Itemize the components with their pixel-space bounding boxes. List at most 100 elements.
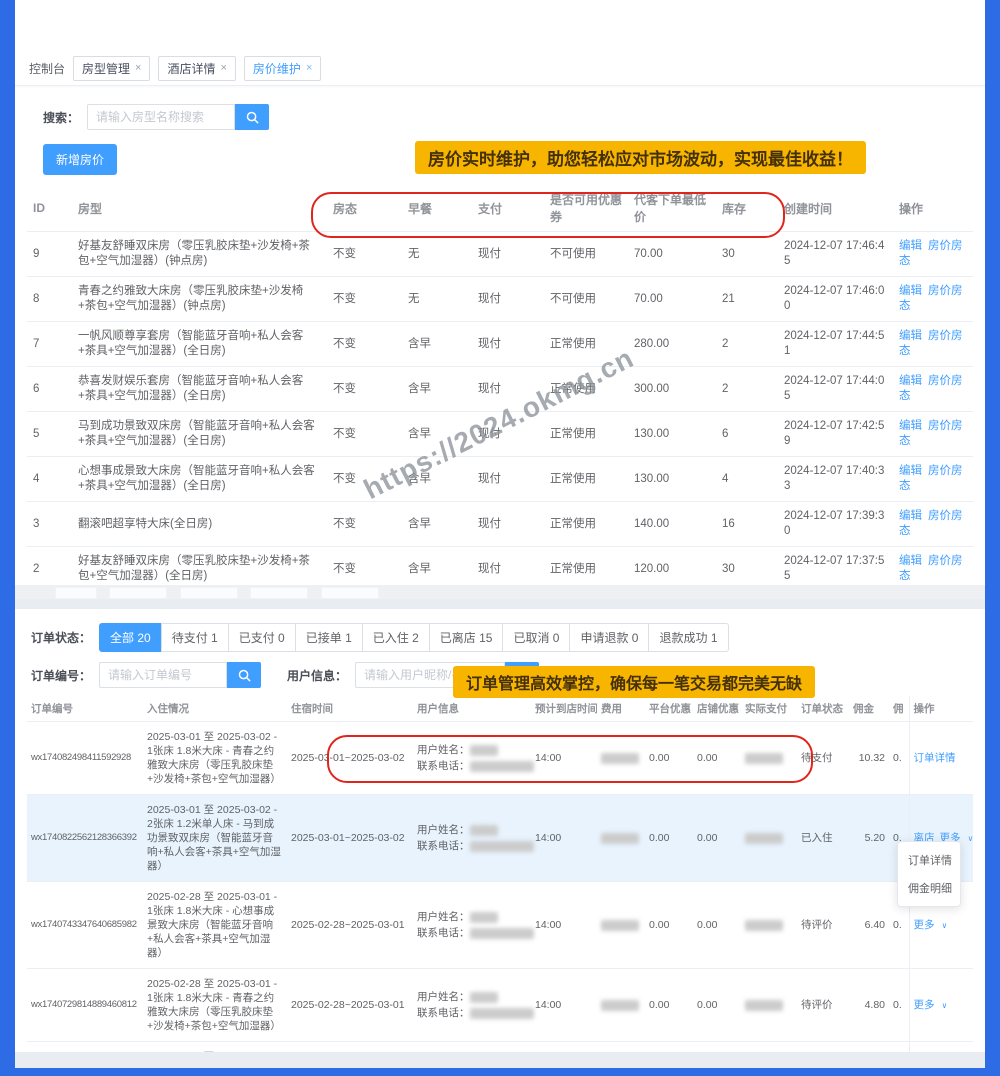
user-info-cell: 用户姓名： 联系电话：: [413, 721, 534, 795]
price-status-link[interactable]: 房价房态: [899, 420, 963, 447]
order-status-tab[interactable]: 已支付 0: [227, 623, 296, 652]
col-breakfast: 早餐: [402, 185, 472, 232]
stock-value: 30: [716, 546, 778, 585]
shop-discount: 0.00: [693, 881, 741, 969]
price-status-link[interactable]: 房价房态: [899, 555, 963, 582]
col-min-price: 代客下单最低价: [628, 185, 716, 232]
redacted-user-name: [469, 824, 498, 836]
order-status-tab[interactable]: 全部 20: [99, 623, 162, 652]
table-row: wx1740729814889460812 2025-02-28 至 2025-…: [27, 968, 973, 1042]
price-status-link[interactable]: 房价房态: [899, 330, 963, 357]
col-stay-info: 入住情况: [143, 696, 287, 722]
order-action-link[interactable]: 更多: [913, 998, 935, 1011]
edit-link[interactable]: 编辑: [899, 510, 922, 522]
price-status-link[interactable]: 房价房态: [899, 510, 963, 537]
breakfast-value: 含早: [402, 366, 472, 412]
room-id: 3: [27, 501, 72, 547]
order-status-tab[interactable]: 退款成功 1: [648, 623, 729, 652]
col-platform-discount: 平台优惠: [645, 696, 693, 722]
panel-divider: [15, 599, 985, 609]
order-no-input[interactable]: [99, 662, 228, 688]
redacted-user-phone: [469, 927, 534, 939]
table-row: wx1740743347640685982 2025-02-28 至 2025-…: [27, 881, 973, 969]
commission-truncated-value: 0.: [889, 1041, 909, 1052]
breakfast-value: 含早: [402, 456, 472, 502]
stock-value: 30: [716, 231, 778, 277]
room-id: 5: [27, 411, 72, 457]
stay-info: 2025-03-01 至 2025-03-02 - 1张床 1.8米大床 - 青…: [143, 721, 287, 795]
order-status-tab[interactable]: 申请退款 0: [569, 623, 650, 652]
order-status: 待评价: [797, 968, 849, 1042]
room-status: 不变: [327, 231, 402, 277]
close-icon[interactable]: ×: [220, 62, 227, 74]
price-status-link[interactable]: 房价房态: [899, 240, 963, 267]
edit-link[interactable]: 编辑: [899, 375, 922, 387]
chevron-down-icon[interactable]: ∨: [941, 1000, 948, 1010]
chevron-down-icon[interactable]: ∨: [967, 833, 974, 843]
breakfast-value: 含早: [402, 501, 472, 547]
min-price: 280.00: [628, 321, 716, 367]
order-action-link[interactable]: 更多: [913, 918, 935, 931]
order-status: 已入住: [797, 1041, 849, 1052]
close-icon[interactable]: ×: [305, 62, 313, 74]
order-status-tab[interactable]: 待支付 1: [160, 623, 229, 652]
order-status-tab[interactable]: 已取消 0: [502, 623, 571, 652]
edit-link[interactable]: 编辑: [899, 555, 922, 567]
price-status-link[interactable]: 房价房态: [899, 285, 963, 312]
close-icon[interactable]: ×: [135, 62, 142, 74]
price-status-link[interactable]: 房价房态: [899, 375, 963, 402]
add-room-price-button[interactable]: 新增房价: [43, 144, 118, 175]
order-table: 订单编号 入住情况 住宿时间 用户信息 预计到店时间 费用 平台优惠 店铺优惠 …: [27, 696, 973, 1052]
stay-info: 2025-03-01 至 2025-03-02 - 2张床 1.2米单人床 - …: [143, 794, 287, 882]
tab-console[interactable]: 控制台: [29, 62, 66, 76]
order-action-link[interactable]: 更多: [939, 831, 961, 844]
coupon-usability: 正常使用: [544, 456, 628, 502]
edit-link[interactable]: 编辑: [899, 465, 922, 477]
chevron-down-icon[interactable]: ∨: [941, 920, 948, 930]
redacted-fee: [601, 919, 639, 931]
tab-hotel-details[interactable]: 酒店详情 ×: [158, 56, 236, 81]
redacted-fee: [601, 999, 639, 1011]
order-no-search-button[interactable]: [227, 662, 262, 688]
order-number: wx1740743347640685982: [27, 881, 143, 969]
order-status-tab[interactable]: 已入住 2: [361, 623, 430, 652]
room-type-name: 心想事成景致大床房（智能蓝牙音响+私人会客+茶具+空气加湿器）(全日房): [72, 456, 327, 502]
tab-room-type-management[interactable]: 房型管理 ×: [73, 56, 151, 81]
edit-link[interactable]: 编辑: [899, 240, 922, 252]
order-status-tab[interactable]: 已接单 1: [294, 623, 363, 652]
order-action-link[interactable]: 离店: [913, 831, 935, 844]
room-id: 8: [27, 276, 72, 322]
room-type-name: 好基友舒睡双床房（零压乳胶床垫+沙发椅+茶包+空气加湿器）(全日房): [72, 546, 327, 585]
room-search-button[interactable]: [235, 104, 270, 130]
search-icon: [246, 111, 259, 124]
table-row: 4 心想事成景致大床房（智能蓝牙音响+私人会客+茶具+空气加湿器）(全日房) 不…: [27, 456, 973, 502]
created-time: 2024-12-07 17:37:55: [778, 546, 893, 585]
commission-value: 6.40: [849, 881, 889, 969]
stock-value: 16: [716, 501, 778, 547]
room-status: 不变: [327, 321, 402, 367]
redacted-user-phone: [469, 1007, 534, 1019]
arrival-time: 14:00: [531, 968, 597, 1042]
tag-tab-bar: 控制台 房型管理 × 酒店详情 × 房价维护 ×: [15, 52, 985, 86]
order-status-tab[interactable]: 已离店 15: [428, 623, 504, 652]
created-time: 2024-12-07 17:39:30: [778, 501, 893, 547]
order-action-link[interactable]: 订单详情: [913, 752, 956, 764]
redacted-user-name: [469, 744, 498, 756]
user-info-label: 用户信息：: [287, 668, 348, 683]
room-search-input[interactable]: [87, 104, 236, 130]
tab-label: 酒店详情: [167, 62, 216, 76]
room-status: 不变: [327, 366, 402, 412]
col-stay-period: 住宿时间: [287, 696, 413, 722]
more-actions-dropdown: 订单详情 佣金明细: [897, 841, 961, 907]
tab-room-price-maintenance[interactable]: 房价维护 ×: [243, 56, 322, 81]
arrival-time: 14:00: [531, 881, 597, 969]
menu-item-commission-details[interactable]: 佣金明细: [908, 883, 952, 895]
edit-link[interactable]: 编辑: [899, 330, 922, 342]
user-info-cell: 用户姓名： 联系电话：: [413, 968, 534, 1042]
price-status-link[interactable]: 房价房态: [899, 465, 963, 492]
menu-item-order-details[interactable]: 订单详情: [908, 855, 952, 867]
stay-period: 2025-03-01~2025-03-02: [287, 721, 413, 795]
edit-link[interactable]: 编辑: [899, 420, 922, 432]
arrival-time: 14:00: [531, 1041, 597, 1052]
edit-link[interactable]: 编辑: [899, 285, 922, 297]
